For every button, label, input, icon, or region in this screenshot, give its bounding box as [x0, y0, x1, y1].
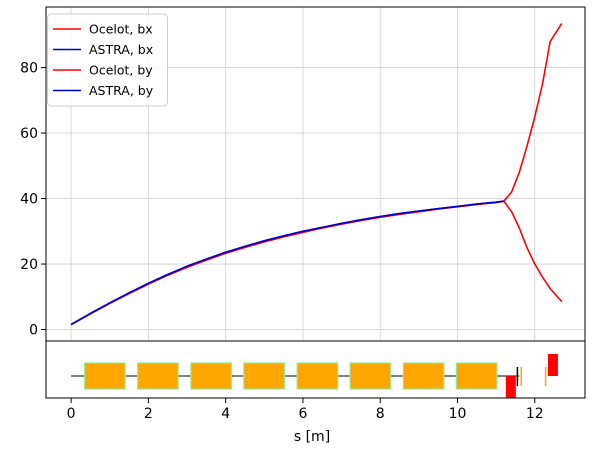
lattice-plot: 0 2 4 6 8 10 12 s [m] — [45, 340, 586, 445]
quadrupole — [505, 376, 516, 398]
legend-items: Ocelot, bx ASTRA, bx Ocelot, by ASTRA, by — [53, 22, 154, 98]
cavity — [402, 362, 445, 390]
y-tick-label: 0 — [29, 323, 38, 339]
legend-label: Ocelot, by — [89, 63, 153, 78]
legend-label: ASTRA, by — [89, 83, 154, 98]
lattice-frame — [45, 340, 586, 399]
lattice-elements — [71, 354, 558, 398]
legend-label: ASTRA, bx — [89, 42, 153, 57]
x-axis: 0 2 4 6 8 10 12 — [67, 398, 544, 422]
x-tick-label: 2 — [144, 406, 153, 422]
cavity — [243, 362, 285, 390]
y-tick-label: 60 — [20, 126, 38, 142]
x-tick-label: 6 — [298, 406, 307, 422]
y-axis: 0 20 40 60 80 — [20, 61, 46, 339]
x-axis-label: s [m] — [294, 429, 330, 445]
series-lines — [70, 22, 563, 326]
y-tick-label: 80 — [20, 61, 38, 77]
x-tick-label: 4 — [221, 406, 230, 422]
cavity — [296, 362, 339, 390]
cavity — [349, 362, 392, 390]
x-tick-label: 12 — [526, 406, 544, 422]
cavity — [190, 362, 233, 390]
main-plot: 0 20 40 60 80 Ocelot, bx ASTRA, bx Ocelot, by A… — [20, 6, 586, 342]
legend-box — [47, 13, 168, 107]
x-tick-label: 8 — [376, 406, 385, 422]
grid — [46, 7, 585, 341]
cavity — [455, 362, 498, 390]
cavity — [136, 362, 179, 390]
legend-label: Ocelot, bx — [89, 22, 153, 37]
series-line-4 — [70, 200, 505, 326]
cavity — [84, 362, 126, 390]
legend: Ocelot, bx ASTRA, bx Ocelot, by ASTRA, by — [47, 13, 168, 107]
y-tick-label: 20 — [20, 257, 38, 273]
x-tick-label: 10 — [449, 406, 467, 422]
y-tick-label: 40 — [20, 192, 38, 208]
x-tick-label: 0 — [67, 406, 76, 422]
quadrupole — [547, 354, 558, 376]
